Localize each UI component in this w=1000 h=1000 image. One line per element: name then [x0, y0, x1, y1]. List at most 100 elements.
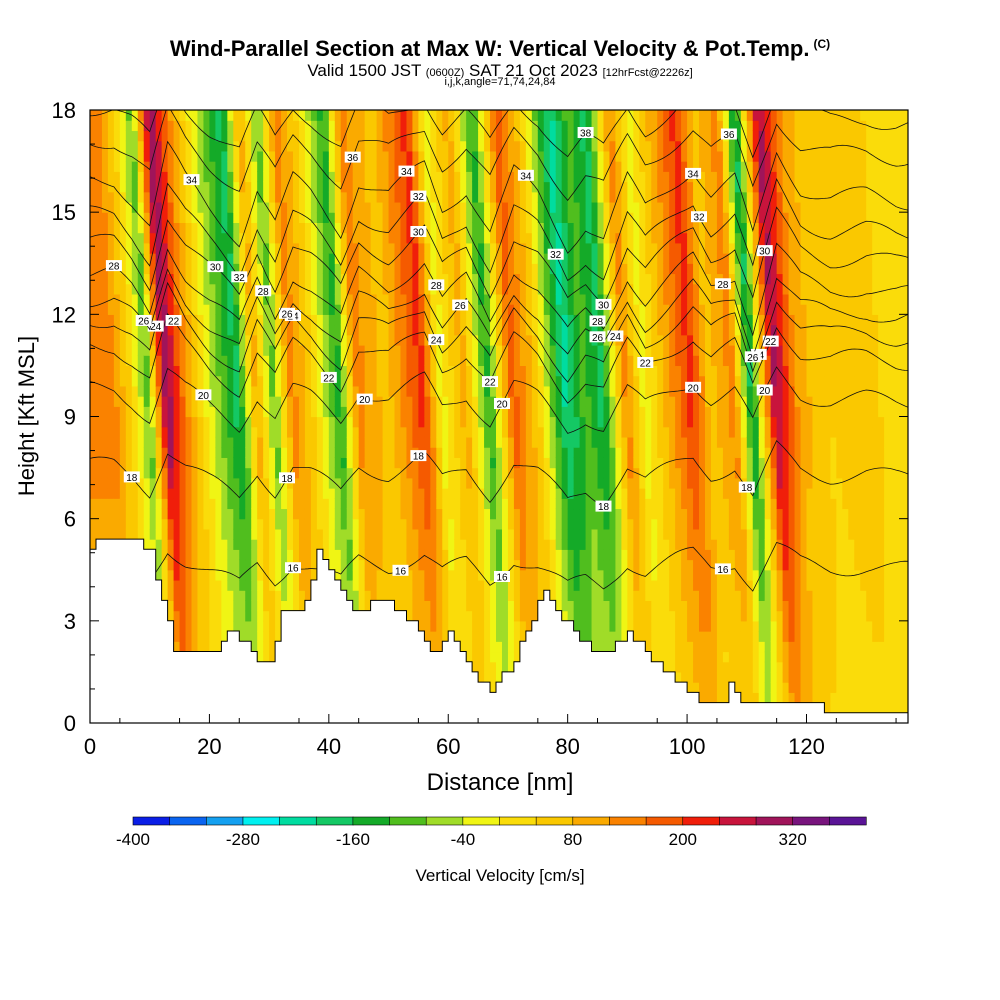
velocity-cell — [501, 344, 509, 356]
velocity-cell — [567, 539, 575, 550]
velocity-cell — [275, 140, 282, 152]
velocity-cell — [424, 528, 431, 540]
velocity-cell — [340, 283, 348, 295]
velocity-cell — [310, 334, 318, 346]
velocity-cell — [203, 416, 211, 428]
velocity-cell — [215, 253, 222, 264]
velocity-cell — [221, 447, 228, 458]
velocity-cell — [364, 375, 372, 387]
velocity-cell — [442, 488, 449, 499]
velocity-cell — [191, 242, 199, 254]
velocity-cell — [203, 375, 211, 387]
velocity-cell — [131, 436, 139, 448]
velocity-cell — [119, 334, 127, 346]
velocity-cell — [245, 590, 252, 601]
velocity-cell — [513, 631, 521, 642]
velocity-cell — [412, 385, 419, 397]
velocity-cell — [269, 140, 276, 152]
velocity-cell — [424, 365, 431, 377]
velocity-cell — [388, 130, 396, 142]
velocity-cell — [519, 140, 527, 152]
velocity-cell — [478, 416, 485, 428]
velocity-cell — [221, 600, 228, 612]
velocity-cell — [245, 263, 252, 275]
velocity-cell — [448, 488, 455, 499]
velocity-cell — [161, 334, 169, 346]
velocity-cell — [430, 488, 437, 499]
velocity-cell — [358, 161, 366, 172]
velocity-cell — [490, 508, 497, 520]
velocity-cell — [472, 426, 479, 438]
velocity-cell — [215, 631, 222, 642]
velocity-cell — [537, 222, 545, 234]
velocity-cell — [179, 191, 187, 203]
velocity-cell — [251, 620, 258, 632]
velocity-cell — [179, 385, 187, 397]
velocity-cell — [257, 201, 264, 213]
velocity-cell — [203, 559, 211, 571]
velocity-cell — [484, 641, 491, 653]
velocity-cell — [245, 467, 252, 479]
velocity-cell — [167, 253, 175, 264]
velocity-cell — [287, 396, 294, 407]
velocity-cell — [245, 201, 252, 213]
velocity-cell — [203, 457, 211, 469]
velocity-cell — [525, 457, 533, 469]
velocity-cell — [484, 293, 491, 305]
velocity-cell — [233, 549, 240, 561]
velocity-cell — [179, 130, 187, 142]
velocity-cell — [293, 579, 300, 591]
velocity-cell — [161, 518, 169, 530]
velocity-cell — [304, 201, 312, 213]
velocity-cell — [263, 416, 270, 428]
velocity-cell — [478, 457, 485, 469]
velocity-cell — [430, 161, 437, 172]
velocity-cell — [95, 406, 103, 418]
velocity-cell — [418, 406, 425, 418]
velocity-cell — [293, 508, 300, 520]
velocity-cell — [203, 191, 211, 203]
velocity-cell — [466, 232, 473, 244]
velocity-cell — [573, 385, 581, 397]
velocity-cell — [472, 212, 479, 223]
velocity-cell — [400, 416, 408, 428]
velocity-cell — [394, 334, 402, 346]
velocity-cell — [143, 344, 151, 356]
velocity-cell — [257, 488, 264, 499]
velocity-cell — [382, 140, 390, 152]
valid-time: Valid 1500 JST (0600Z) SAT 21 Oct 2023 [… — [307, 61, 693, 80]
velocity-cell — [573, 201, 581, 213]
velocity-cell — [555, 396, 563, 407]
velocity-cell — [101, 140, 109, 152]
velocity-cell — [275, 508, 282, 520]
velocity-cell — [436, 539, 443, 550]
velocity-cell — [173, 242, 181, 254]
velocity-cell — [251, 181, 258, 193]
velocity-cell — [340, 488, 348, 499]
velocity-cell — [269, 436, 276, 448]
velocity-cell — [197, 201, 205, 213]
velocity-cell — [513, 600, 521, 612]
velocity-cell — [101, 130, 109, 142]
velocity-cell — [90, 508, 97, 520]
velocity-cell — [209, 457, 216, 469]
velocity-cell — [418, 171, 425, 183]
velocity-cell — [382, 498, 390, 510]
velocity-cell — [257, 232, 264, 244]
velocity-cell — [507, 406, 515, 418]
velocity-cell — [412, 365, 419, 377]
velocity-cell — [233, 161, 240, 172]
velocity-cell — [179, 396, 187, 407]
velocity-cell — [221, 508, 228, 520]
velocity-cell — [322, 406, 330, 418]
velocity-cell — [119, 528, 127, 540]
velocity-cell — [555, 150, 563, 162]
velocity-cell — [442, 181, 449, 193]
velocity-cell — [394, 518, 402, 530]
velocity-cell — [143, 488, 151, 499]
velocity-cell — [537, 579, 545, 591]
velocity-cell — [293, 498, 300, 510]
velocity-cell — [304, 447, 312, 458]
velocity-cell — [275, 457, 282, 469]
velocity-cell — [263, 539, 270, 550]
